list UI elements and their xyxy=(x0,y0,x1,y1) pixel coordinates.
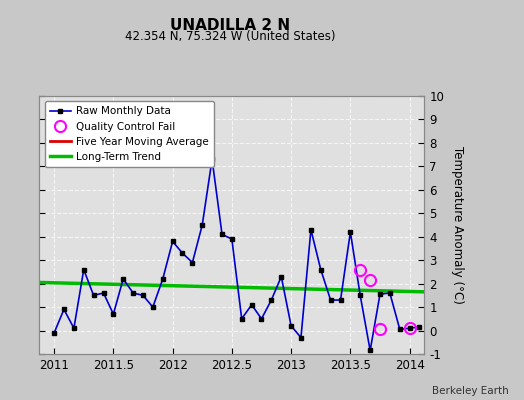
Raw Monthly Data xyxy=(71,326,77,330)
Raw Monthly Data xyxy=(219,232,225,237)
Quality Control Fail xyxy=(407,326,413,330)
Raw Monthly Data xyxy=(407,326,413,330)
Raw Monthly Data xyxy=(357,293,363,298)
Raw Monthly Data xyxy=(61,307,67,312)
Quality Control Fail xyxy=(377,327,383,332)
Quality Control Fail xyxy=(367,278,373,282)
Raw Monthly Data xyxy=(51,330,57,335)
Raw Monthly Data xyxy=(238,316,245,321)
Raw Monthly Data xyxy=(199,222,205,227)
Raw Monthly Data xyxy=(130,291,136,296)
Raw Monthly Data xyxy=(91,293,97,298)
Raw Monthly Data xyxy=(189,260,195,265)
Raw Monthly Data xyxy=(160,276,166,281)
Raw Monthly Data xyxy=(258,316,265,321)
Raw Monthly Data xyxy=(298,335,304,340)
Raw Monthly Data xyxy=(417,325,423,330)
Raw Monthly Data xyxy=(140,293,146,298)
Raw Monthly Data xyxy=(387,291,393,296)
Raw Monthly Data xyxy=(179,251,185,256)
Line: Raw Monthly Data: Raw Monthly Data xyxy=(52,157,421,352)
Raw Monthly Data xyxy=(278,274,285,279)
Quality Control Fail xyxy=(357,267,363,272)
Raw Monthly Data xyxy=(318,267,324,272)
Raw Monthly Data xyxy=(337,298,344,302)
Raw Monthly Data xyxy=(150,305,156,310)
Raw Monthly Data xyxy=(120,276,126,281)
Text: 42.354 N, 75.324 W (United States): 42.354 N, 75.324 W (United States) xyxy=(125,30,336,43)
Raw Monthly Data xyxy=(377,292,383,296)
Raw Monthly Data xyxy=(397,327,403,332)
Line: Quality Control Fail: Quality Control Fail xyxy=(355,264,415,335)
Raw Monthly Data xyxy=(328,298,334,302)
Raw Monthly Data xyxy=(248,302,255,307)
Raw Monthly Data xyxy=(209,157,215,162)
Legend: Raw Monthly Data, Quality Control Fail, Five Year Moving Average, Long-Term Tren: Raw Monthly Data, Quality Control Fail, … xyxy=(45,101,214,167)
Raw Monthly Data xyxy=(288,324,294,328)
Raw Monthly Data xyxy=(81,267,87,272)
Raw Monthly Data xyxy=(110,312,116,316)
Raw Monthly Data xyxy=(347,230,354,234)
Raw Monthly Data xyxy=(268,298,275,302)
Text: UNADILLA 2 N: UNADILLA 2 N xyxy=(170,18,291,33)
Raw Monthly Data xyxy=(169,239,176,244)
Text: Berkeley Earth: Berkeley Earth xyxy=(432,386,508,396)
Raw Monthly Data xyxy=(228,237,235,242)
Raw Monthly Data xyxy=(367,348,373,353)
Y-axis label: Temperature Anomaly (°C): Temperature Anomaly (°C) xyxy=(451,146,464,304)
Raw Monthly Data xyxy=(101,291,107,296)
Raw Monthly Data xyxy=(308,227,314,232)
